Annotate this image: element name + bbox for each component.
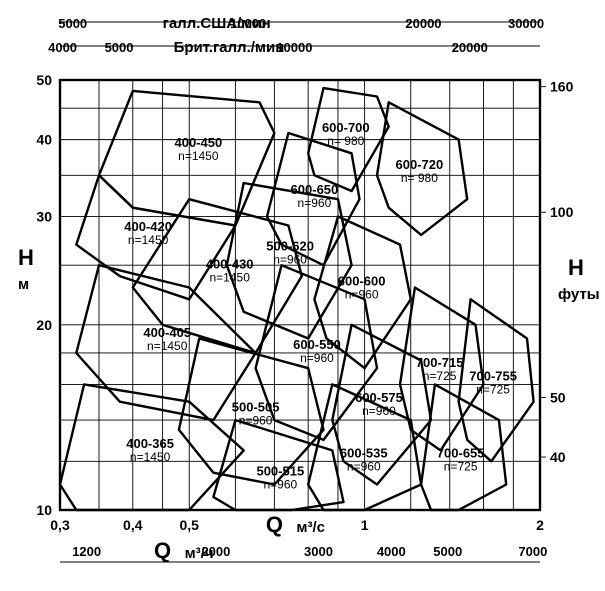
region-sublabel: n=960 xyxy=(239,413,273,427)
region-label: 600-575 xyxy=(355,390,403,405)
region-label: 600-535 xyxy=(340,445,388,460)
x-bottom-tick: 2 xyxy=(536,517,544,533)
y-right-big-label: H xyxy=(568,255,584,280)
region-label: 700-715 xyxy=(416,355,464,370)
y-left-tick: 40 xyxy=(36,132,52,148)
y-left-big-label: H xyxy=(18,245,34,270)
y-right-tick: 40 xyxy=(550,449,566,465)
x-top2-tick: 20000 xyxy=(452,40,488,55)
x-bottom-tick: 1 xyxy=(361,517,369,533)
region-label: 600-600 xyxy=(338,273,386,288)
x-top1-label: галл.США/мин xyxy=(163,15,271,32)
y-right-tick: 160 xyxy=(550,79,574,95)
region-label: 400-450 xyxy=(174,135,222,150)
region-label: 500-505 xyxy=(232,399,280,414)
region-label: 400-365 xyxy=(126,436,174,451)
region-label: 500-515 xyxy=(256,463,304,478)
y-right-tick: 50 xyxy=(550,389,566,405)
region-sublabel: n= 980 xyxy=(401,171,438,185)
region-label: 600-550 xyxy=(293,337,341,352)
region-label: 400-420 xyxy=(124,219,172,234)
y-right-tick: 100 xyxy=(550,204,574,220)
x-primary-label-Q: Q xyxy=(266,512,283,537)
region-sublabel: n=725 xyxy=(476,382,510,396)
region-sublabel: n=1450 xyxy=(178,149,219,163)
region-sublabel: n=1450 xyxy=(209,270,250,284)
region-label: 400-405 xyxy=(143,325,191,340)
region-sublabel: n=960 xyxy=(347,459,381,473)
y-left-tick: 10 xyxy=(36,502,52,518)
x-bottom2-tick: 7000 xyxy=(518,544,547,559)
x-top1-tick: 20000 xyxy=(405,16,441,31)
x-bottom-tick: 0,4 xyxy=(123,517,143,533)
region-label: 600-700 xyxy=(322,120,370,135)
x-bottom-tick: 0,5 xyxy=(180,517,200,533)
region-sublabel: n=960 xyxy=(300,351,334,365)
pump-chart: 400-450n=1450400-420n=1450400-430n=14504… xyxy=(0,0,605,591)
x-bottom-tick: 0,3 xyxy=(50,517,70,533)
x-bottom2-tick: 4000 xyxy=(377,544,406,559)
region-sublabel: n=725 xyxy=(423,369,457,383)
y-right-unit: футы xyxy=(558,286,600,303)
region-label: 600-650 xyxy=(291,182,339,197)
region-sublabel: n=1450 xyxy=(147,339,188,353)
x-top1-tick: 30000 xyxy=(508,16,544,31)
y-left-tick: 20 xyxy=(36,317,52,333)
x-primary-label-unit: м³/с xyxy=(296,519,325,536)
region-label: 700-755 xyxy=(469,368,517,383)
y-left-tick: 30 xyxy=(36,208,52,224)
region-label: 400-430 xyxy=(206,256,254,271)
x-top2-tick: 4000 xyxy=(48,40,77,55)
x-secondary-label-unit: м³/ч xyxy=(185,545,214,562)
region-sublabel: n=1450 xyxy=(128,233,169,247)
region-sublabel: n=960 xyxy=(273,253,307,267)
y-left-tick: 50 xyxy=(36,72,52,88)
region-label: 700-655 xyxy=(437,445,485,460)
y-left-unit: м xyxy=(18,276,29,293)
region-sublabel: n=960 xyxy=(263,477,297,491)
region-label: 500-620 xyxy=(266,239,314,254)
region-sublabel: n=960 xyxy=(345,287,379,301)
x-top2-label: Брит.галл./мин xyxy=(174,39,285,56)
region-sublabel: n=960 xyxy=(298,196,332,210)
region-sublabel: n= 980 xyxy=(327,134,364,148)
x-bottom2-tick: 5000 xyxy=(433,544,462,559)
region-sublabel: n=960 xyxy=(362,404,396,418)
region-label: 600-720 xyxy=(396,157,444,172)
x-top2-tick: 5000 xyxy=(105,40,134,55)
x-secondary-label-Q: Q xyxy=(154,538,171,563)
x-bottom2-tick: 1200 xyxy=(72,544,101,559)
x-bottom2-tick: 3000 xyxy=(304,544,333,559)
region-sublabel: n=725 xyxy=(444,459,478,473)
region-sublabel: n=1450 xyxy=(130,450,171,464)
x-top1-tick: 5000 xyxy=(58,16,87,31)
